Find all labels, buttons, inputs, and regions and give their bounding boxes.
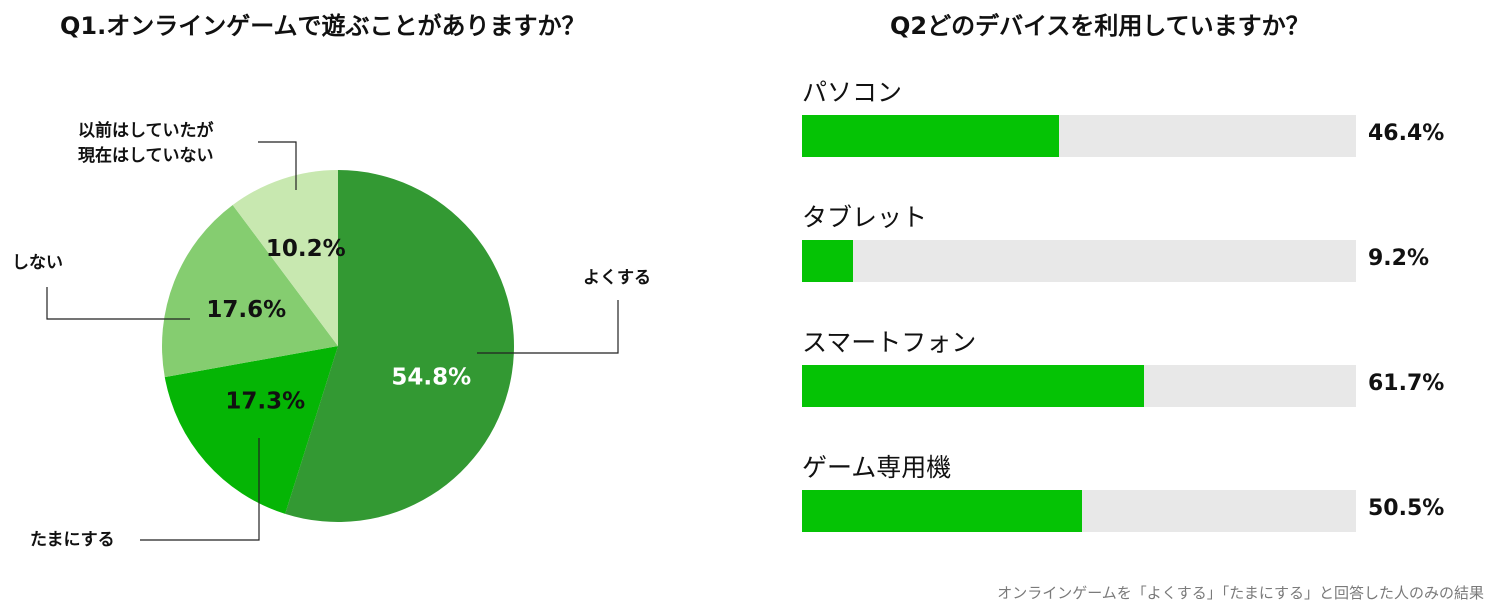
leader-line-before (258, 141, 297, 190)
bar-fill (802, 115, 1060, 157)
footnote: オンラインゲームを「よくする」「たまにする」と回答した人のみの結果 (997, 584, 1484, 602)
pie-slice-before (232, 170, 338, 346)
bar-track (802, 490, 1356, 532)
pie-chart: 54.8% よくする 17.3% たまにする 17.6% しない 10.2% 以前はしていたが… (12, 120, 651, 550)
bar-row: パソコン 46.4% (802, 78, 1462, 168)
bar-fill (802, 365, 1144, 407)
bar-value-label: 46.4% (1368, 121, 1445, 146)
bar-row: タブレット 9.2% (802, 203, 1462, 293)
bar-row: スマートフォン 61.7% (802, 328, 1462, 418)
pie-value-label-no: 17.6% (206, 297, 286, 323)
bar-category-label: タブレット (802, 203, 928, 232)
bar-track (802, 115, 1356, 157)
bar-category-label: スマートフォン (802, 328, 977, 357)
pie-slice-no (162, 204, 338, 378)
leader-line-often (477, 300, 619, 354)
bar-fill (802, 490, 1082, 532)
pie-value-label-often: 54.8% (391, 365, 471, 391)
leader-line-no (46, 287, 190, 320)
pie-category-label-often: よくする (583, 268, 651, 288)
pie-chart-title: Q1.オンラインゲームで遊ぶことがありますか？ (60, 12, 586, 40)
bar-chart-title: Q2どのデバイスを利用していますか？ (890, 12, 1310, 40)
leader-line-sometimes (140, 438, 260, 541)
pie-slice-often (285, 170, 514, 522)
bar-track (802, 240, 1356, 282)
pie-value-label-before: 10.2% (266, 236, 346, 262)
bar-fill (802, 240, 853, 282)
pie-category-label-before: 以前はしていたが現在はしていない (78, 120, 214, 166)
pie-category-label-sometimes: たまにする (30, 530, 115, 550)
bar-value-label: 50.5% (1368, 496, 1445, 521)
bar-track (802, 365, 1356, 407)
bar-value-label: 61.7% (1368, 371, 1445, 396)
bar-row: ゲーム専用機 50.5% (802, 453, 1462, 543)
bar-value-label: 9.2% (1368, 246, 1430, 271)
bar-category-label: ゲーム専用機 (802, 453, 952, 482)
pie-value-label-sometimes: 17.3% (225, 389, 305, 415)
bar-category-label: パソコン (802, 78, 903, 107)
pie-slice-sometimes (164, 346, 338, 514)
pie-category-label-no: しない (12, 253, 63, 273)
